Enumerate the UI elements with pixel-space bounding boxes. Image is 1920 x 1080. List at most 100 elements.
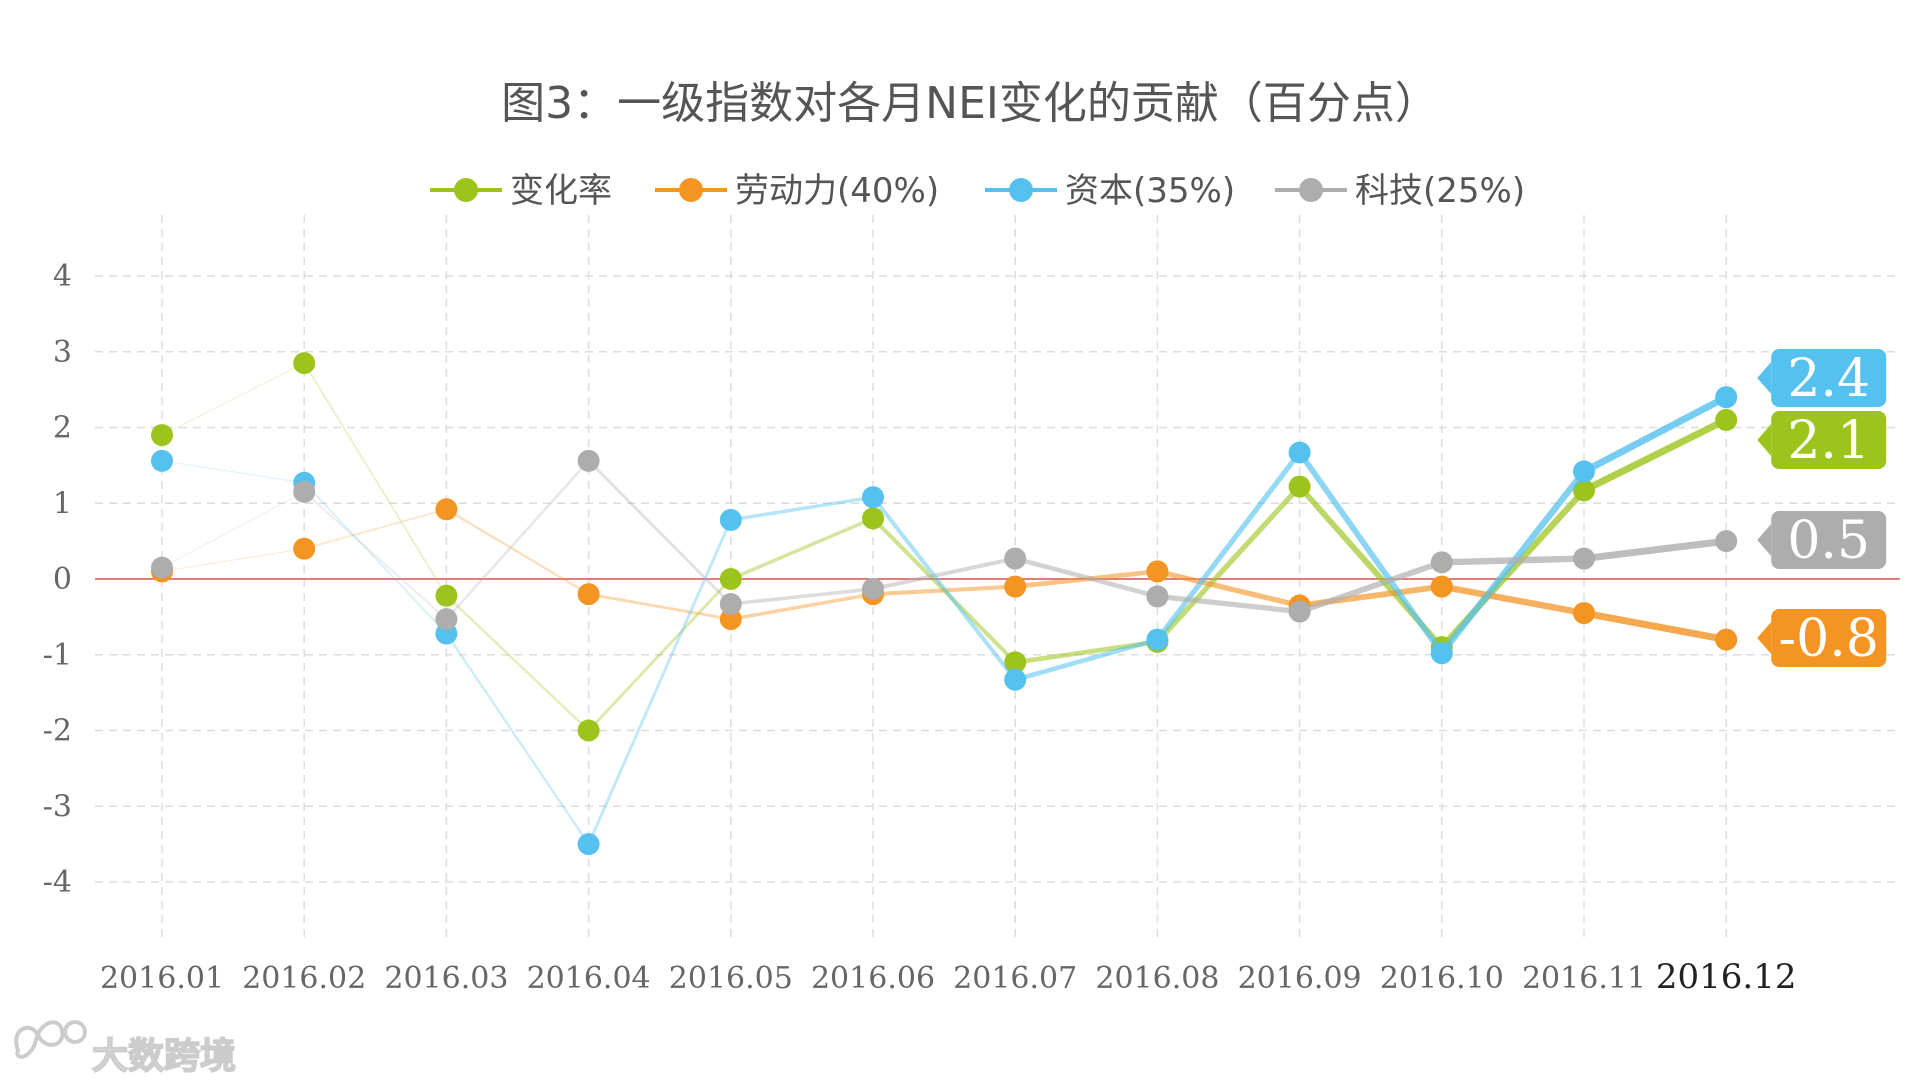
series-line-segment bbox=[870, 556, 1018, 591]
series-line-segment bbox=[1438, 583, 1588, 617]
data-point[interactable] bbox=[151, 556, 173, 579]
series-line-segment bbox=[729, 587, 875, 606]
series-line-segment bbox=[587, 577, 733, 732]
legend-item[interactable]: 变化率 bbox=[430, 171, 612, 211]
y-tick-label: 2 bbox=[53, 411, 72, 446]
series-line-segment bbox=[303, 481, 448, 635]
data-point[interactable] bbox=[293, 480, 316, 503]
callout-pointer bbox=[1757, 622, 1772, 654]
data-point[interactable] bbox=[577, 833, 600, 856]
data-point[interactable] bbox=[1715, 530, 1738, 553]
series-line-segment bbox=[1438, 555, 1588, 566]
data-point[interactable] bbox=[1430, 575, 1453, 598]
series-line-segment bbox=[729, 592, 875, 621]
data-point[interactable] bbox=[1146, 560, 1169, 583]
callout-box bbox=[1771, 609, 1887, 667]
data-point[interactable] bbox=[577, 719, 600, 742]
data-point[interactable] bbox=[1715, 386, 1738, 409]
data-point[interactable] bbox=[1004, 668, 1027, 691]
data-point[interactable] bbox=[862, 486, 884, 509]
data-point[interactable] bbox=[435, 608, 458, 631]
y-tick-label: 0 bbox=[53, 562, 72, 597]
callout-box bbox=[1771, 511, 1887, 569]
data-point[interactable] bbox=[1715, 408, 1738, 431]
series-group bbox=[151, 449, 1738, 631]
legend-item[interactable]: 劳动力(40%) bbox=[655, 171, 939, 211]
x-tick-label: 2016.08 bbox=[1095, 961, 1219, 996]
x-tick-label: 2016.11 bbox=[1522, 961, 1646, 996]
chart-grid bbox=[95, 215, 1900, 940]
series-line-segment bbox=[587, 459, 733, 606]
series-line-segment bbox=[729, 516, 875, 581]
data-point[interactable] bbox=[1288, 475, 1311, 498]
x-tick-label: 2016.07 bbox=[953, 961, 1077, 996]
callout-box bbox=[1771, 411, 1887, 469]
y-tick-label: 4 bbox=[53, 259, 72, 294]
data-point[interactable] bbox=[719, 592, 742, 615]
data-point[interactable] bbox=[1004, 575, 1027, 598]
x-axis: 2016.01 2016.02 2016.03 2016.04 2016.05 2016.… bbox=[100, 957, 1797, 997]
legend-label: 变化率 bbox=[510, 171, 612, 211]
data-point[interactable] bbox=[1573, 602, 1595, 625]
legend-item[interactable]: 资本(35%) bbox=[985, 171, 1235, 211]
data-point[interactable] bbox=[293, 352, 316, 375]
data-point[interactable] bbox=[862, 577, 884, 600]
data-point[interactable] bbox=[1146, 585, 1169, 608]
data-point[interactable] bbox=[435, 498, 458, 521]
data-point[interactable] bbox=[1146, 628, 1169, 651]
x-tick-label: 2016.04 bbox=[527, 961, 651, 996]
legend-marker bbox=[679, 178, 703, 202]
end-value-callout: 2.1 bbox=[1757, 411, 1887, 471]
x-tick-label: 2016.12 bbox=[1656, 957, 1797, 997]
data-point[interactable] bbox=[1573, 460, 1595, 483]
series-line-segment bbox=[445, 594, 590, 732]
x-tick-label: 2016.09 bbox=[1238, 961, 1362, 996]
series-line-segment bbox=[1154, 568, 1303, 609]
data-point[interactable] bbox=[1715, 628, 1738, 651]
callout-label: 2.1 bbox=[1787, 411, 1870, 471]
series-line-segment bbox=[1580, 416, 1730, 494]
data-point[interactable] bbox=[1430, 642, 1453, 665]
series-line-segment bbox=[587, 592, 733, 621]
legend-label: 劳动力(40%) bbox=[735, 171, 939, 211]
x-tick-label: 2016.02 bbox=[242, 961, 366, 996]
series-line-segment bbox=[587, 518, 733, 846]
legend-item[interactable]: 科技(25%) bbox=[1275, 171, 1525, 211]
data-point[interactable] bbox=[151, 424, 173, 447]
legend-label: 科技(25%) bbox=[1355, 171, 1525, 211]
series-line-segment bbox=[1154, 593, 1303, 615]
data-point[interactable] bbox=[1288, 441, 1311, 464]
data-point[interactable] bbox=[719, 568, 742, 590]
legend-label: 资本(35%) bbox=[1065, 171, 1235, 211]
data-point[interactable] bbox=[577, 583, 600, 606]
data-point[interactable] bbox=[862, 507, 884, 530]
data-point[interactable] bbox=[1430, 551, 1453, 574]
data-point[interactable] bbox=[577, 449, 600, 472]
data-point[interactable] bbox=[293, 537, 316, 560]
data-point[interactable] bbox=[1004, 651, 1027, 674]
data-point[interactable] bbox=[435, 584, 458, 607]
series-line-segment bbox=[445, 459, 590, 621]
series-line-segment bbox=[303, 362, 448, 597]
end-value-callout: 0.5 bbox=[1757, 511, 1887, 571]
data-point[interactable] bbox=[719, 608, 742, 631]
x-tick-label: 2016.03 bbox=[384, 961, 508, 996]
data-point[interactable] bbox=[151, 449, 173, 472]
callout-label: -0.8 bbox=[1779, 609, 1879, 669]
series-line-segment bbox=[161, 362, 305, 436]
data-point[interactable] bbox=[1288, 600, 1311, 623]
data-point[interactable] bbox=[719, 508, 742, 531]
data-point[interactable] bbox=[1004, 547, 1027, 570]
y-tick-label: 1 bbox=[53, 486, 72, 521]
end-value-callout: -0.8 bbox=[1757, 609, 1887, 669]
series-line-segment bbox=[303, 490, 448, 621]
callout-pointer bbox=[1757, 362, 1772, 394]
data-point[interactable] bbox=[1573, 479, 1595, 502]
series-line-segment bbox=[1154, 449, 1303, 643]
series-line-segment bbox=[1296, 449, 1445, 657]
data-point[interactable] bbox=[1573, 547, 1595, 570]
callout-box bbox=[1771, 349, 1887, 407]
y-tick-label: -2 bbox=[43, 714, 72, 749]
x-tick-label: 2016.10 bbox=[1380, 961, 1504, 996]
series-line-segment bbox=[870, 584, 1018, 597]
